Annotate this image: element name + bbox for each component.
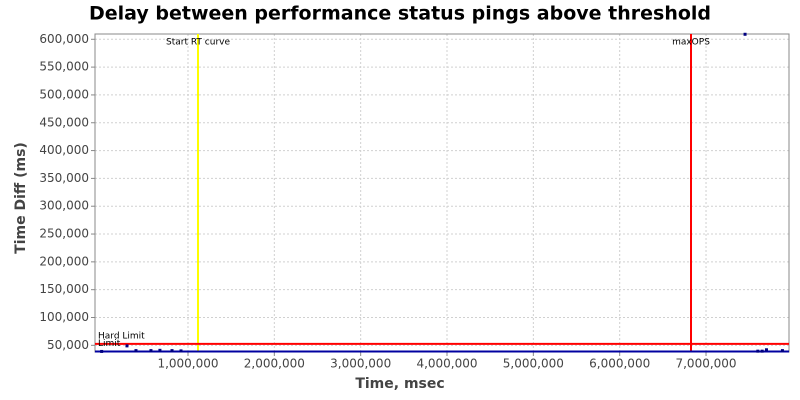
point xyxy=(764,348,768,352)
point xyxy=(179,349,183,353)
point xyxy=(149,349,153,353)
y-tick-label: 450,000 xyxy=(39,115,89,129)
point xyxy=(125,344,129,348)
x-tick-label: 1,000,000 xyxy=(157,357,218,371)
point xyxy=(760,349,764,353)
x-axis-label: Time, msec xyxy=(355,376,444,392)
x-tick-label: 5,000,000 xyxy=(503,357,564,371)
y-tick-label: 300,000 xyxy=(39,199,89,213)
y-tick-label: 50,000 xyxy=(47,338,89,352)
x-tick-label: 2,000,000 xyxy=(244,357,305,371)
x-tick-label: 4,000,000 xyxy=(416,357,477,371)
x-tick-label: 6,000,000 xyxy=(589,357,650,371)
x-tick-label: 3,000,000 xyxy=(330,357,391,371)
y-tick-label: 150,000 xyxy=(39,282,89,296)
point xyxy=(158,348,162,352)
y-tick-label: 100,000 xyxy=(39,310,89,324)
y-axis-label: Time Diff (ms) xyxy=(13,142,29,254)
y-tick-label: 600,000 xyxy=(39,32,89,46)
point xyxy=(170,349,174,353)
marker-label: Start RT curve xyxy=(166,38,230,48)
marker-label: Hard Limit xyxy=(98,331,145,341)
marker-label: Limit xyxy=(98,339,121,349)
point xyxy=(743,32,747,36)
y-tick-label: 350,000 xyxy=(39,171,89,185)
point xyxy=(756,349,760,353)
point xyxy=(100,349,104,353)
y-tick-label: 250,000 xyxy=(39,227,89,241)
point xyxy=(780,349,784,353)
chart-title: Delay between performance status pings a… xyxy=(89,3,711,25)
y-tick-label: 400,000 xyxy=(39,143,89,157)
y-tick-label: 550,000 xyxy=(39,60,89,74)
y-tick-label: 500,000 xyxy=(39,87,89,101)
x-tick-label: 7,000,000 xyxy=(675,357,736,371)
point xyxy=(134,349,138,353)
y-tick-label: 200,000 xyxy=(39,254,89,268)
marker-label: maxOPS xyxy=(672,38,710,48)
